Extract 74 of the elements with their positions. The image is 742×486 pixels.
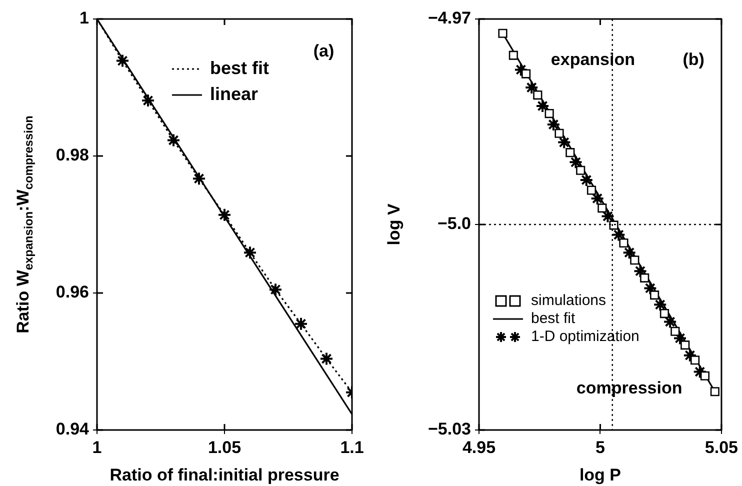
annotation: (b) xyxy=(682,50,704,69)
point xyxy=(586,186,596,195)
point xyxy=(166,133,180,148)
point xyxy=(536,98,550,113)
point xyxy=(622,246,636,260)
legend-label: linear xyxy=(210,84,258,104)
y-tick-label: −5.03 xyxy=(428,420,471,439)
point xyxy=(218,208,232,222)
point xyxy=(579,172,594,187)
point xyxy=(653,298,668,312)
point xyxy=(524,80,539,94)
x-tick-label: 5.05 xyxy=(704,438,738,457)
point xyxy=(612,228,626,242)
point xyxy=(700,371,710,380)
point xyxy=(609,220,618,230)
y-axis-title: Ratio Wexpansion:Wcompression xyxy=(14,116,36,334)
x-tick-label: 4.95 xyxy=(462,438,496,457)
y-tick-label: −5.0 xyxy=(437,214,471,234)
point xyxy=(243,246,257,260)
point xyxy=(320,352,334,366)
point xyxy=(568,155,583,170)
point xyxy=(566,148,575,158)
y-tick-label: 1 xyxy=(80,8,89,28)
point xyxy=(533,90,542,100)
point xyxy=(514,62,528,77)
point xyxy=(680,340,690,350)
point xyxy=(557,135,572,150)
point xyxy=(633,264,648,278)
point xyxy=(640,273,650,282)
point xyxy=(294,316,308,331)
legend-label: simulations xyxy=(531,292,606,310)
point xyxy=(546,117,560,132)
legend-label: 1-D optimization xyxy=(531,328,640,346)
point xyxy=(508,50,518,60)
x-tick-label: 1.05 xyxy=(208,438,242,457)
annotation: compression xyxy=(576,378,682,398)
point xyxy=(576,166,586,175)
legend-label: best fit xyxy=(210,58,270,78)
point xyxy=(600,209,615,224)
x-tick-label: 1.1 xyxy=(340,438,364,457)
point xyxy=(522,69,531,78)
annotation: (a) xyxy=(313,42,334,61)
point xyxy=(554,128,564,138)
point xyxy=(660,309,670,318)
x-axis-title: Ratio of final:initial pressure xyxy=(110,465,340,484)
point xyxy=(672,331,687,346)
y-axis-title: log V xyxy=(384,203,404,246)
point xyxy=(692,364,707,379)
point xyxy=(544,108,554,118)
legend-label: best fit xyxy=(531,310,576,328)
point xyxy=(643,281,658,296)
point xyxy=(192,172,206,186)
point xyxy=(630,256,640,265)
point xyxy=(650,290,660,300)
point xyxy=(590,191,604,206)
y-tick-label: 0.94 xyxy=(56,420,90,439)
point xyxy=(619,238,628,248)
x-tick-label: 5 xyxy=(595,438,605,457)
y-tick-label: 0.98 xyxy=(56,146,89,165)
point xyxy=(141,94,155,108)
point xyxy=(598,204,607,213)
point xyxy=(710,387,720,396)
point xyxy=(670,326,680,336)
y-tick-label: 0.96 xyxy=(56,282,89,302)
point xyxy=(116,54,130,68)
point xyxy=(682,348,697,362)
point xyxy=(690,356,700,365)
point xyxy=(663,314,678,329)
point xyxy=(268,282,282,297)
y-tick-label: −4.97 xyxy=(428,8,471,28)
x-axis-title: log P xyxy=(579,465,622,484)
x-tick-label: 1 xyxy=(92,438,102,457)
point xyxy=(498,28,508,38)
annotation: expansion xyxy=(550,50,635,69)
